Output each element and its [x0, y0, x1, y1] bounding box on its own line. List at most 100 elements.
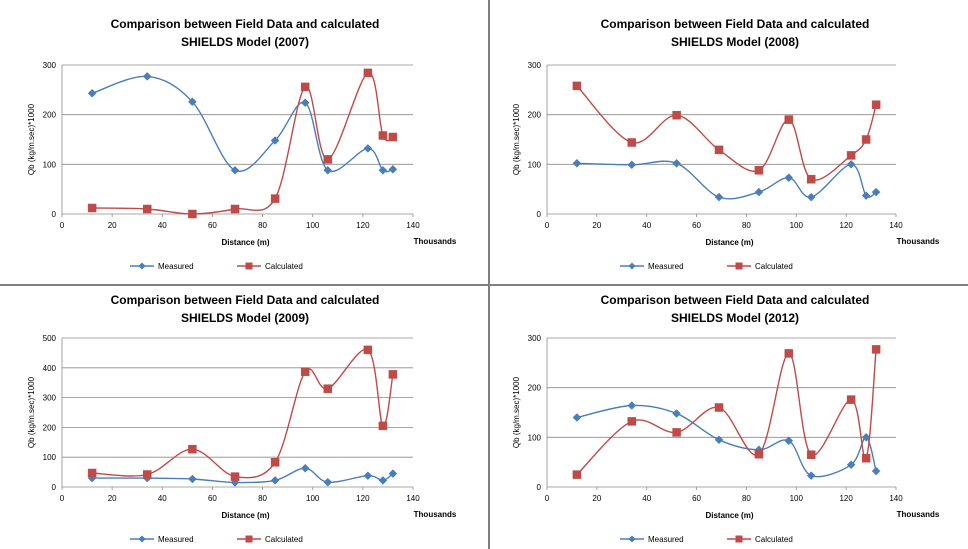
legend-label-calculated: Calculated	[265, 262, 303, 271]
chart-panel-2007: Comparison between Field Data and calcul…	[0, 0, 488, 284]
chart-2007: Comparison between Field Data and calcul…	[27, 17, 457, 271]
point-measured	[363, 144, 373, 153]
series-line-measured	[576, 160, 877, 200]
y-tick-label: 100	[528, 433, 542, 442]
x-tick-label: 20	[592, 221, 601, 230]
point-calculated	[300, 367, 310, 376]
point-calculated	[871, 345, 881, 354]
point-measured	[572, 413, 582, 422]
legend-marker-measured	[138, 535, 146, 543]
point-measured	[323, 477, 333, 487]
point-measured	[871, 466, 881, 476]
legend-label-measured: Measured	[648, 262, 684, 271]
chart-2009: Comparison between Field Data and calcul…	[27, 293, 457, 544]
x-tick-label: 100	[790, 221, 804, 230]
x-tick-label: 0	[545, 494, 550, 503]
point-calculated	[270, 458, 280, 467]
legend-marker-calculated	[245, 262, 253, 270]
point-measured	[300, 98, 310, 108]
point-measured	[672, 158, 681, 168]
point-measured	[378, 165, 388, 175]
point-measured	[388, 469, 398, 478]
y-tick-label: 100	[528, 160, 542, 169]
point-measured	[806, 192, 816, 202]
horizontal-divider	[0, 284, 968, 286]
series-line-measured	[576, 404, 877, 478]
point-measured	[323, 165, 333, 175]
point-measured	[871, 187, 881, 197]
x-tick-label: 140	[406, 221, 420, 230]
point-calculated	[806, 450, 816, 459]
x-axis-label: Distance (m)	[705, 511, 753, 520]
point-measured	[784, 436, 794, 446]
point-calculated	[784, 349, 794, 358]
point-measured	[142, 72, 152, 81]
point-measured	[270, 476, 280, 485]
series-line-calculated	[576, 349, 877, 476]
point-calculated	[572, 81, 582, 91]
y-axis-label: Qb (kg/m.sec)*1000	[27, 376, 36, 448]
chart-title-line1: Comparison between Field Data and calcul…	[111, 293, 380, 307]
x-tick-label: 60	[208, 221, 217, 230]
chart-title-line2: SHIELDS Model (2009)	[181, 311, 309, 325]
point-calculated	[784, 115, 794, 124]
point-measured	[627, 401, 637, 410]
legend-marker-measured	[628, 535, 636, 543]
y-axis-label: Qb (kg/m.sec)*1000	[512, 103, 521, 175]
chart-panel-2012: Comparison between Field Data and calcul…	[490, 286, 968, 549]
y-tick-label: 300	[528, 61, 542, 70]
legend-label-measured: Measured	[648, 535, 684, 544]
x-tick-label: 120	[839, 494, 853, 503]
legend-label-calculated: Calculated	[755, 262, 793, 271]
x-tick-label: 40	[642, 494, 651, 503]
point-calculated	[861, 453, 871, 463]
chart-title-line1: Comparison between Field Data and calcul…	[601, 293, 870, 307]
point-calculated	[714, 403, 724, 412]
x-tick-label: 100	[306, 494, 320, 503]
point-measured	[714, 435, 724, 445]
point-measured	[846, 159, 856, 169]
x-tick-label: 100	[306, 221, 320, 230]
legend-label-calculated: Calculated	[755, 535, 793, 544]
point-measured	[861, 191, 871, 200]
point-calculated	[142, 204, 152, 214]
x-tick-label: 0	[60, 494, 65, 503]
y-tick-label: 200	[43, 111, 57, 120]
y-tick-label: 100	[43, 160, 57, 169]
x-tick-label: 140	[889, 494, 903, 503]
series-line-measured	[91, 75, 394, 173]
x-tick-label: 140	[406, 494, 420, 503]
x-tick-label: 80	[742, 221, 751, 230]
point-measured	[188, 97, 197, 107]
y-axis-label: Qb (kg/m.sec)*1000	[512, 376, 521, 448]
x-tick-label: 60	[692, 494, 701, 503]
x-axis-label: Distance (m)	[221, 511, 269, 520]
x-tick-label: 60	[692, 221, 701, 230]
x-tick-label: 120	[356, 221, 370, 230]
y-tick-label: 0	[52, 210, 57, 219]
point-measured	[87, 88, 97, 98]
series-line-calculated	[576, 85, 877, 181]
point-calculated	[87, 468, 97, 478]
point-measured	[784, 173, 794, 183]
y-tick-label: 0	[52, 483, 57, 492]
point-calculated	[378, 131, 388, 140]
point-measured	[627, 160, 637, 170]
point-calculated	[806, 174, 816, 184]
x-tick-label: 60	[208, 494, 217, 503]
chart-title-line1: Comparison between Field Data and calcul…	[111, 17, 380, 31]
point-calculated	[188, 209, 197, 219]
point-measured	[572, 158, 582, 168]
point-calculated	[230, 472, 240, 481]
chart-title-line2: SHIELDS Model (2007)	[181, 35, 309, 49]
point-calculated	[754, 449, 764, 459]
y-tick-label: 0	[537, 210, 542, 219]
chart-2012: Comparison between Field Data and calcul…	[512, 293, 940, 544]
y-tick-label: 300	[528, 334, 542, 343]
chart-panel-2008: Comparison between Field Data and calcul…	[490, 0, 968, 284]
x-tick-label: 120	[839, 221, 853, 230]
legend-label-measured: Measured	[158, 535, 194, 544]
x-tick-label: 40	[158, 221, 167, 230]
chart-title-line2: SHIELDS Model (2012)	[671, 311, 799, 325]
legend-label-calculated: Calculated	[265, 535, 303, 544]
